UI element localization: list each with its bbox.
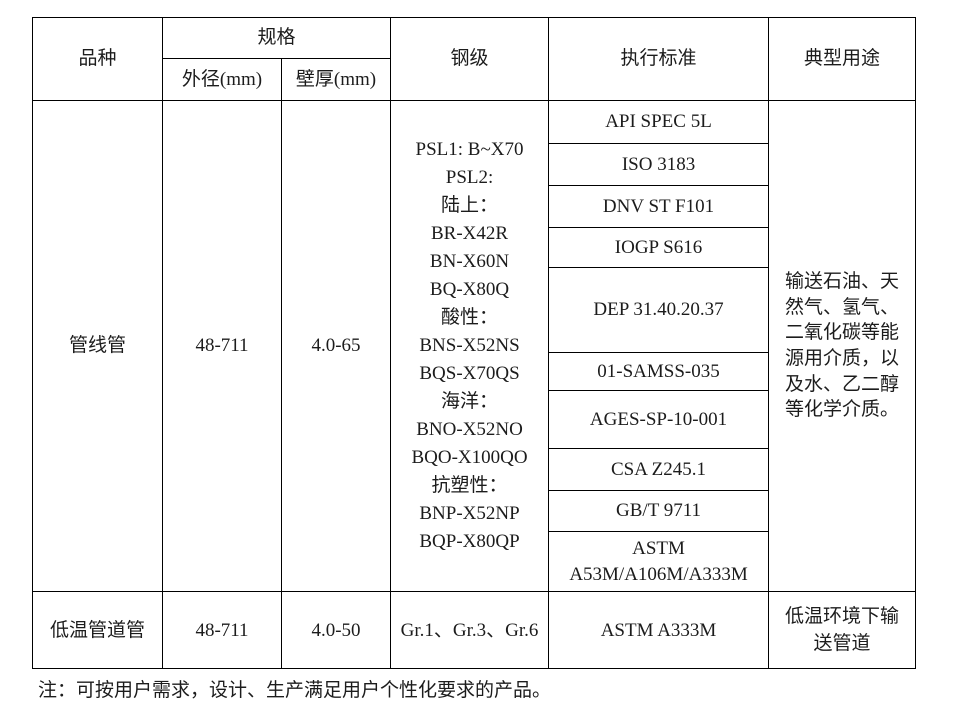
- footnote: 注：可按用户需求，设计、生产满足用户个性化要求的产品。: [38, 680, 552, 701]
- cell-standard: IOGP S616: [548, 227, 770, 268]
- cell-standard: DNV ST F101: [548, 185, 770, 228]
- cell-standard: API SPEC 5L: [548, 100, 770, 144]
- grade-line: BQO-X100QO: [411, 447, 528, 468]
- cell-standard: DEP 31.40.20.37: [548, 267, 770, 353]
- cell-wt-cryopipe: 4.0-50: [280, 591, 392, 669]
- grade-line: BQS-X70QS: [419, 363, 520, 384]
- grade-line: BN-X60N: [429, 251, 510, 272]
- cell-product-cryopipe: 低温管道管: [32, 591, 163, 669]
- grade-line: 陆上：: [441, 195, 499, 216]
- grade-line: PSL1: B~X70: [415, 139, 524, 160]
- cell-standard: CSA Z245.1: [548, 448, 770, 491]
- header-outer-diameter: 外径(mm): [162, 58, 282, 101]
- cell-standard: ASTM A53M/A106M/A333M: [548, 531, 770, 592]
- cell-standard: 01-SAMSS-035: [548, 352, 770, 391]
- header-wall-thickness: 壁厚(mm): [280, 58, 392, 101]
- grade-line: BNS-X52NS: [419, 335, 520, 356]
- grade-line: BNP-X52NP: [419, 503, 520, 524]
- cell-wt-linepipe: 4.0-65: [280, 100, 392, 592]
- cell-use-cryopipe: 低温环境下输送管道: [768, 591, 917, 669]
- cell-standard: GB/T 9711: [548, 490, 770, 532]
- header-standard: 执行标准: [548, 17, 770, 101]
- grade-line: 抗塑性：: [431, 475, 508, 496]
- cell-grade-cryopipe: Gr.1、Gr.3、Gr.6: [390, 591, 550, 669]
- grade-line: BNO-X52NO: [416, 419, 523, 440]
- grade-line: BR-X42R: [430, 223, 509, 244]
- grade-line: 酸性：: [441, 307, 499, 328]
- cell-od-cryopipe: 48-711: [162, 591, 282, 669]
- cell-use-linepipe: 输送石油、天然气、氢气、二氧化碳等能源用介质，以及水、乙二醇等化学介质。: [768, 100, 917, 592]
- grade-line: PSL2:: [445, 167, 494, 188]
- cell-standard: AGES-SP-10-001: [548, 390, 770, 449]
- grade-line: BQP-X80QP: [419, 531, 520, 552]
- header-spec: 规格: [161, 17, 392, 59]
- header-grade: 钢级: [390, 17, 550, 101]
- cell-od-linepipe: 48-711: [162, 100, 282, 592]
- pipe-spec-table: 品种 规格 钢级 执行标准 典型用途 外径(mm) 壁厚(mm) 管线管 48-…: [32, 17, 917, 669]
- header-use: 典型用途: [768, 17, 917, 101]
- header-product: 品种: [32, 17, 163, 101]
- cell-standard-cryopipe: ASTM A333M: [548, 591, 770, 669]
- cell-grades-linepipe: PSL1: B~X70 PSL2: 陆上： BR-X42R BN-X60N BQ…: [390, 100, 550, 592]
- grade-line: BQ-X80Q: [429, 279, 510, 300]
- grade-line: 海洋：: [441, 391, 499, 412]
- cell-standard: ISO 3183: [548, 143, 770, 186]
- cell-product-linepipe: 管线管: [32, 100, 163, 592]
